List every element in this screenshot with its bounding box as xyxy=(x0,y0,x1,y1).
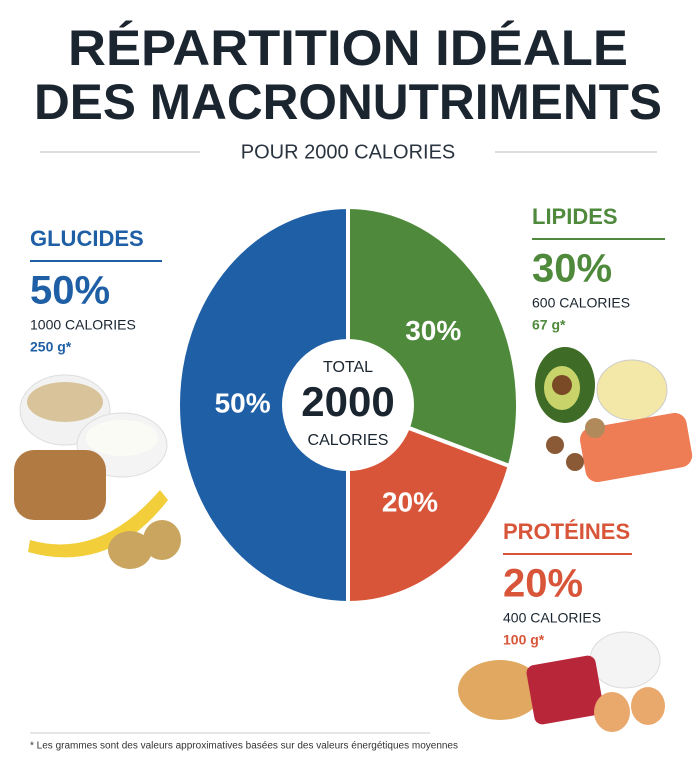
legend-panels: LIPIDES 30% 600 CALORIES 67 g* PROTÉINES 20% 4… xyxy=(30,204,665,648)
panel-percent: 30% xyxy=(532,247,612,291)
panel-calories: 400 CALORIES xyxy=(503,610,601,626)
panel-calories: 1000 CALORIES xyxy=(30,317,136,333)
panel-calories: 600 CALORIES xyxy=(532,295,630,311)
footnote: * Les grammes sont des valeurs approxima… xyxy=(30,741,458,752)
panel-name: GLUCIDES xyxy=(30,226,144,251)
slice-label: 50% xyxy=(215,387,271,418)
panel-grams: 100 g* xyxy=(503,632,545,648)
center-label: TOTAL xyxy=(323,359,373,376)
panel-grams: 67 g* xyxy=(532,317,566,333)
panel-name: PROTÉINES xyxy=(503,519,630,544)
slice-label: 30% xyxy=(405,315,461,346)
panel-percent: 50% xyxy=(30,269,110,313)
subtitle: POUR 2000 CALORIES xyxy=(241,141,456,163)
pie-slice xyxy=(176,204,350,606)
panel-grams: 250 g* xyxy=(30,339,72,355)
panel-name: LIPIDES xyxy=(532,204,618,229)
center-total: 2000 xyxy=(301,378,394,425)
title-line: DES MACRONUTRIMENTS xyxy=(34,74,662,130)
donut-hole xyxy=(282,339,414,471)
center-label: CALORIES xyxy=(308,432,389,449)
panel-percent: 20% xyxy=(503,562,583,606)
slice-label: 20% xyxy=(382,487,438,518)
title-line: RÉPARTITION IDÉALE xyxy=(68,20,628,76)
food-decoration xyxy=(14,347,693,732)
